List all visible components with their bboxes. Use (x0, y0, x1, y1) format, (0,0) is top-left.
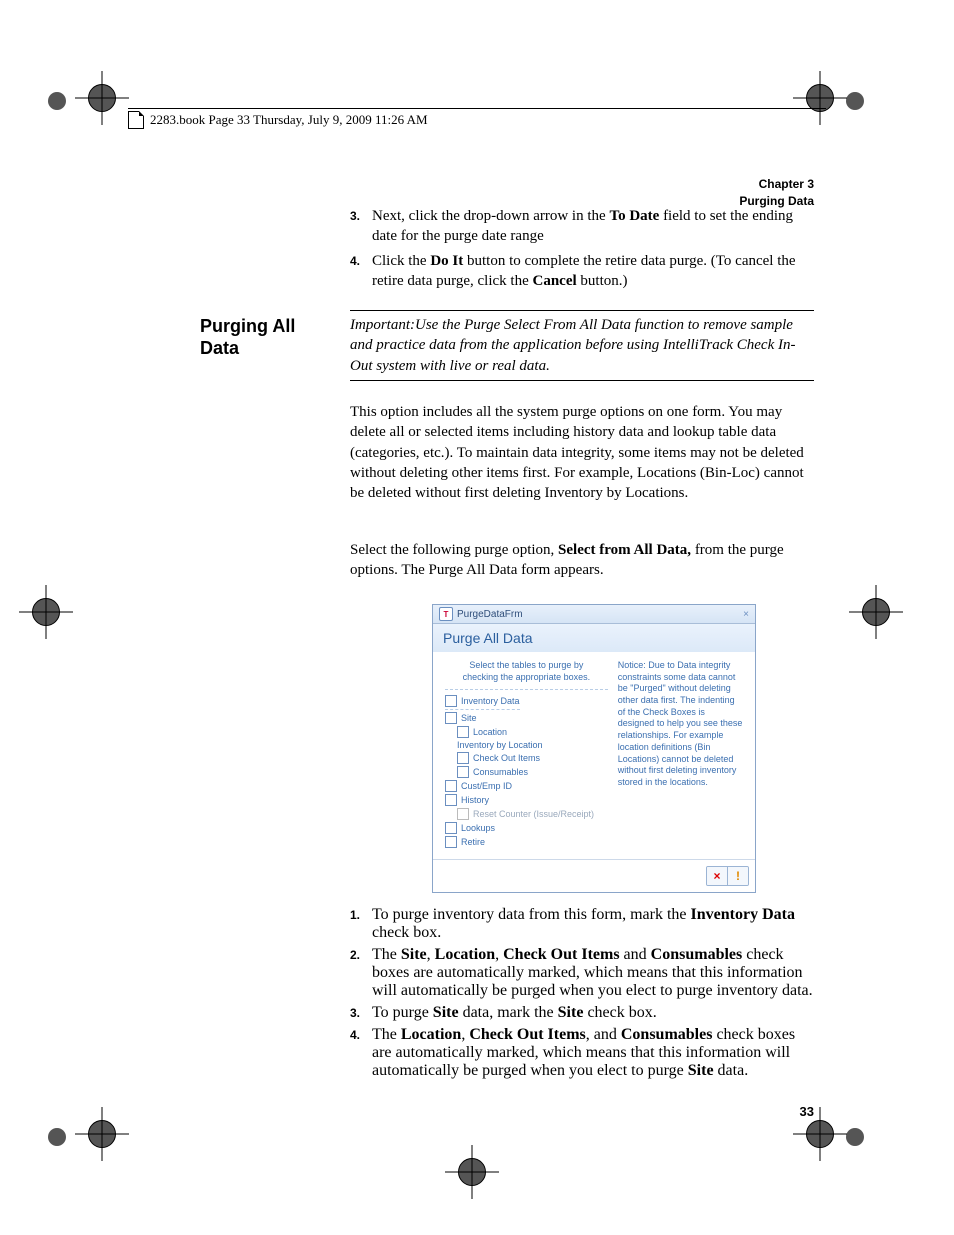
close-icon[interactable]: × (743, 609, 749, 620)
checkbox-row: Cust/Emp ID (445, 779, 608, 793)
checkbox-row: History (445, 793, 608, 807)
body-paragraph: Select the following purge option, Selec… (350, 540, 814, 581)
close-button[interactable]: × (707, 867, 728, 885)
list-item: 4. The Location, Check Out Items, and Con… (350, 1026, 814, 1080)
purge-dialog: T PurgeDataFrm × Purge All Data Select t… (432, 604, 756, 893)
crop-mark-icon (32, 598, 92, 658)
list-item: 3. To purge Site data, mark the Site chec… (350, 1004, 814, 1022)
step-text: Next, click the drop-down arrow in the T… (372, 208, 793, 244)
list-item: 4. Click the Do It button to complete th… (350, 251, 814, 292)
checkbox-label: Inventory by Location (457, 740, 543, 750)
dialog-footer: × ! (433, 859, 755, 892)
list-item: 1. To purge inventory data from this form… (350, 906, 814, 942)
checkbox[interactable] (457, 766, 469, 778)
checkbox[interactable] (445, 712, 457, 724)
checkbox-list: Select the tables to purge by checking t… (445, 660, 608, 849)
page-header: 2283.book Page 33 Thursday, July 9, 2009… (128, 108, 826, 129)
running-head: Chapter 3 Purging Data (739, 176, 814, 210)
checkbox-label: Lookups (461, 823, 495, 833)
checkbox-row: Retire (445, 835, 608, 849)
page-number: 33 (800, 1104, 814, 1119)
dialog-subhead: Purge All Data (433, 624, 755, 652)
checkbox-row: Reset Counter (Issue/Receipt) (445, 807, 608, 821)
checkbox-row: Location (445, 725, 608, 739)
checkbox[interactable] (445, 822, 457, 834)
important-callout: Important:Use the Purge Select From All … (350, 310, 814, 381)
checkbox[interactable] (445, 780, 457, 792)
checkbox-label: History (461, 795, 489, 805)
step-text: The Site, Location, Check Out Items and … (372, 946, 813, 999)
top-steps: 3. Next, click the drop-down arrow in th… (350, 206, 814, 295)
list-item: 3. Next, click the drop-down arrow in th… (350, 206, 814, 247)
chapter-label: Chapter 3 (739, 176, 814, 193)
step-number: 2. (350, 948, 360, 962)
step-number: 3. (350, 208, 360, 224)
step-number: 3. (350, 1006, 360, 1020)
checkbox-label: Location (473, 727, 507, 737)
checkbox-label: Inventory Data (461, 696, 520, 706)
checkbox[interactable] (457, 726, 469, 738)
checkbox[interactable] (457, 752, 469, 764)
step-number: 4. (350, 253, 360, 269)
checkbox-row: Inventory Data (445, 694, 520, 708)
checkbox-label: Cust/Emp ID (461, 781, 512, 791)
checkbox-row: Site (445, 711, 608, 725)
checkbox-label: Consumables (473, 767, 528, 777)
document-icon (128, 111, 144, 129)
crop-mark-icon (458, 1158, 518, 1218)
checkbox-row: Lookups (445, 821, 608, 835)
important-text: Important:Use the Purge Select From All … (350, 311, 814, 380)
instruction-text: Select the tables to purge by checking t… (445, 660, 608, 690)
checkbox[interactable] (445, 695, 457, 707)
step-text: Click the Do It button to complete the r… (372, 253, 796, 289)
checkbox-label: Retire (461, 837, 485, 847)
checkbox-row: Consumables (445, 765, 608, 779)
dialog-titlebar: T PurgeDataFrm × (433, 605, 755, 624)
lower-steps: 1. To purge inventory data from this form… (350, 906, 814, 1084)
checkbox[interactable] (445, 836, 457, 848)
dialog-title: PurgeDataFrm (457, 609, 523, 620)
body-paragraph: This option includes all the system purg… (350, 402, 814, 503)
checkbox[interactable] (445, 794, 457, 806)
checkbox[interactable] (457, 808, 469, 820)
list-item: 2. The Site, Location, Check Out Items an… (350, 946, 814, 1000)
step-text: To purge inventory data from this form, … (372, 906, 795, 941)
checkbox-label: Check Out Items (473, 753, 540, 763)
step-number: 1. (350, 908, 360, 922)
header-text: 2283.book Page 33 Thursday, July 9, 2009… (150, 112, 428, 128)
checkbox-row: Check Out Items (445, 751, 608, 765)
crop-mark-icon (88, 1120, 148, 1180)
step-text: The Location, Check Out Items, and Consu… (372, 1026, 795, 1079)
warn-button[interactable]: ! (728, 867, 748, 885)
notice-text: Notice: Due to Data integrity constraint… (618, 660, 743, 849)
dialog-body: Select the tables to purge by checking t… (433, 652, 755, 859)
crop-mark-icon (806, 1120, 866, 1180)
step-number: 4. (350, 1028, 360, 1042)
crop-mark-icon (862, 598, 922, 658)
step-text: To purge Site data, mark the Site check … (372, 1004, 657, 1021)
checkbox-label: Reset Counter (Issue/Receipt) (473, 809, 594, 819)
app-icon: T (439, 607, 453, 621)
checkbox-label: Site (461, 713, 477, 723)
section-heading: Purging All Data (200, 316, 330, 359)
page: 2283.book Page 33 Thursday, July 9, 2009… (0, 0, 954, 1235)
checkbox-row: Inventory by Location (445, 739, 608, 751)
